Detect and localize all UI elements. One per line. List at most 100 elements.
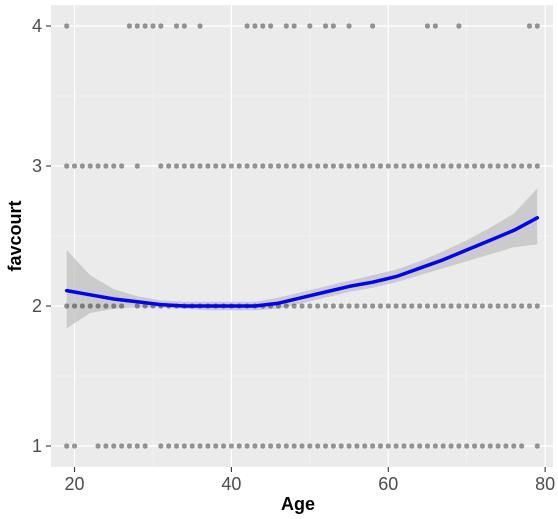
data-point: [346, 303, 352, 309]
data-point: [330, 443, 336, 449]
data-point: [330, 23, 336, 29]
data-point: [432, 163, 438, 169]
grid-lines: [51, 5, 553, 467]
data-point: [307, 163, 313, 169]
data-point: [103, 163, 109, 169]
data-point: [401, 443, 407, 449]
data-point: [393, 443, 399, 449]
data-point: [393, 163, 399, 169]
data-point: [181, 163, 187, 169]
data-point: [519, 163, 525, 169]
data-point: [142, 443, 148, 449]
data-point: [526, 303, 533, 309]
data-point: [417, 443, 423, 449]
data-point: [252, 23, 258, 29]
data-point: [409, 163, 415, 169]
data-point: [534, 303, 540, 309]
x-tick-label: 20: [65, 474, 85, 494]
data-point: [118, 163, 125, 169]
data-point: [307, 443, 313, 449]
data-point: [299, 163, 305, 169]
data-point: [220, 163, 227, 169]
data-point: [228, 163, 235, 169]
data-point: [260, 163, 266, 169]
data-point: [95, 163, 101, 169]
data-point: [440, 163, 446, 169]
data-point: [322, 163, 329, 169]
data-point: [409, 303, 415, 309]
data-point: [205, 163, 211, 169]
data-point: [307, 23, 313, 29]
data-point: [158, 443, 164, 449]
data-point: [134, 443, 140, 449]
data-point: [213, 163, 219, 169]
data-point: [291, 163, 297, 169]
data-point: [322, 303, 329, 309]
data-point: [503, 443, 509, 449]
data-point: [79, 303, 85, 309]
data-point: [456, 443, 462, 449]
data-point: [260, 23, 266, 29]
data-point: [519, 303, 525, 309]
data-point: [511, 303, 517, 309]
data-point: [432, 303, 438, 309]
data-point: [385, 443, 391, 449]
data-point: [173, 23, 180, 29]
data-point: [244, 163, 250, 169]
data-point: [315, 443, 321, 449]
data-point: [330, 163, 336, 169]
data-point: [220, 443, 227, 449]
data-point: [503, 303, 509, 309]
data-point: [346, 163, 352, 169]
data-point: [448, 163, 454, 169]
data-point: [244, 23, 250, 29]
data-point: [142, 303, 148, 309]
y-tick-label: 4: [32, 16, 42, 36]
data-point: [236, 163, 242, 169]
data-point: [362, 303, 368, 309]
data-point: [534, 23, 540, 29]
data-point: [173, 443, 180, 449]
data-point: [432, 443, 438, 449]
data-point: [432, 23, 438, 29]
data-point: [424, 303, 431, 309]
data-point: [464, 303, 470, 309]
data-point: [362, 163, 368, 169]
data-point: [424, 163, 431, 169]
data-point: [377, 303, 384, 309]
data-point: [71, 303, 78, 309]
data-point: [456, 303, 462, 309]
data-point: [519, 443, 525, 449]
x-tick-label: 40: [221, 474, 241, 494]
data-point: [424, 443, 431, 449]
data-point: [401, 163, 407, 169]
data-point: [503, 163, 509, 169]
data-point: [134, 303, 140, 309]
data-point: [71, 443, 78, 449]
data-point: [322, 443, 329, 449]
data-point: [236, 443, 242, 449]
data-point: [126, 443, 133, 449]
data-point: [158, 163, 164, 169]
data-point: [377, 163, 384, 169]
data-point: [526, 23, 533, 29]
data-point: [307, 303, 313, 309]
data-point: [268, 23, 274, 29]
data-point: [126, 23, 133, 29]
data-point: [495, 303, 501, 309]
data-point: [71, 163, 78, 169]
data-point: [87, 303, 93, 309]
data-point: [205, 443, 211, 449]
data-point: [118, 303, 125, 309]
data-point: [456, 163, 462, 169]
data-point: [283, 163, 289, 169]
data-point: [134, 163, 140, 169]
data-point: [275, 443, 282, 449]
y-tick-label: 1: [32, 436, 42, 456]
data-point: [346, 23, 352, 29]
data-point: [369, 443, 376, 449]
data-point: [64, 23, 70, 29]
data-point: [299, 443, 305, 449]
data-point: [424, 23, 431, 29]
